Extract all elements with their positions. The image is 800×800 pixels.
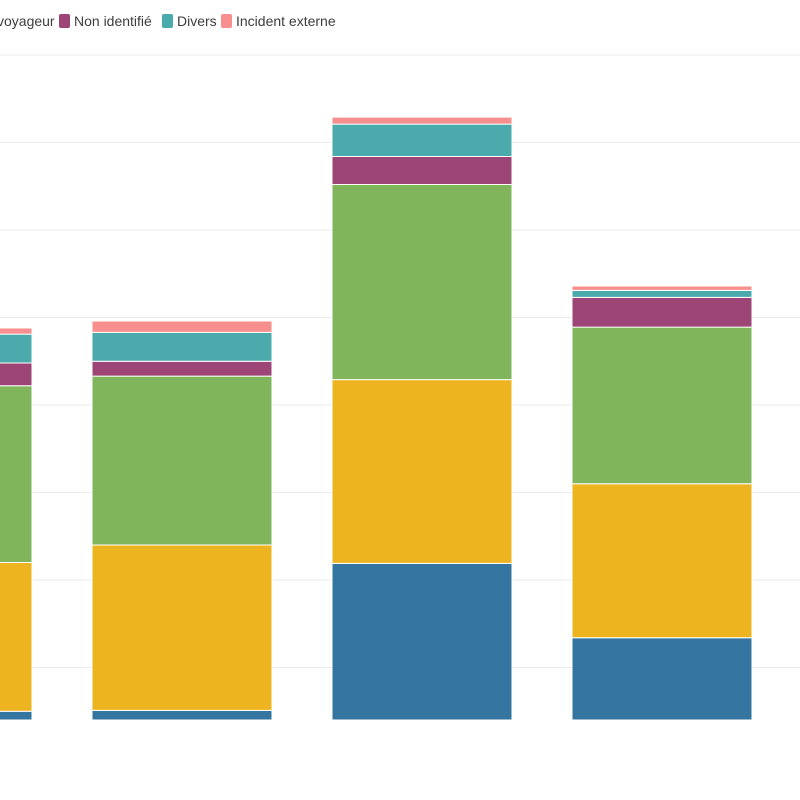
bar-1-segment-4	[0, 362, 33, 387]
bar-2-segment-3	[91, 375, 273, 546]
legend-item-divers[interactable]: Divers	[162, 12, 217, 30]
bar-3-segment-4	[331, 156, 513, 185]
legend-item-non-identifie[interactable]: Non identifié	[59, 12, 152, 30]
legend-label-incident-externe: Incident externe	[236, 13, 336, 29]
legend-label-divers: Divers	[177, 13, 217, 29]
bar-3-segment-1	[331, 562, 513, 721]
bar-3-segment-6	[331, 116, 513, 125]
legend-swatch-divers	[162, 14, 173, 28]
bar-3-segment-5	[331, 123, 513, 157]
legend-item-voyageur[interactable]: voyageur	[0, 12, 55, 30]
legend-swatch-incident-externe	[221, 14, 232, 28]
bar-2-segment-5	[91, 331, 273, 362]
bar-2-segment-6	[91, 320, 273, 333]
bar-3-segment-3	[331, 184, 513, 381]
bar-1-segment-3	[0, 385, 33, 563]
bar-4-segment-5	[571, 289, 753, 298]
bar-2-segment-4	[91, 360, 273, 377]
bar-3-segment-2	[331, 379, 513, 564]
bar-1-segment-5	[0, 333, 33, 364]
bar-4-segment-3	[571, 326, 753, 485]
bars-group	[0, 116, 753, 721]
bar-1-segment-6	[0, 327, 33, 335]
bar-2-segment-2	[91, 544, 273, 711]
bar-1-segment-1	[0, 710, 33, 721]
legend-label-non-identifie: Non identifié	[74, 13, 152, 29]
bar-1-segment-2	[0, 562, 33, 712]
legend-swatch-non-identifie	[59, 14, 70, 28]
bar-4-segment-1	[571, 637, 753, 721]
bar-4-segment-2	[571, 483, 753, 639]
bar-4-segment-4	[571, 296, 753, 328]
bar-4-segment-6	[571, 285, 753, 291]
bar-2-segment-1	[91, 709, 273, 721]
legend-label-voyageur: voyageur	[0, 13, 55, 29]
legend-item-incident-externe[interactable]: Incident externe	[221, 12, 336, 30]
